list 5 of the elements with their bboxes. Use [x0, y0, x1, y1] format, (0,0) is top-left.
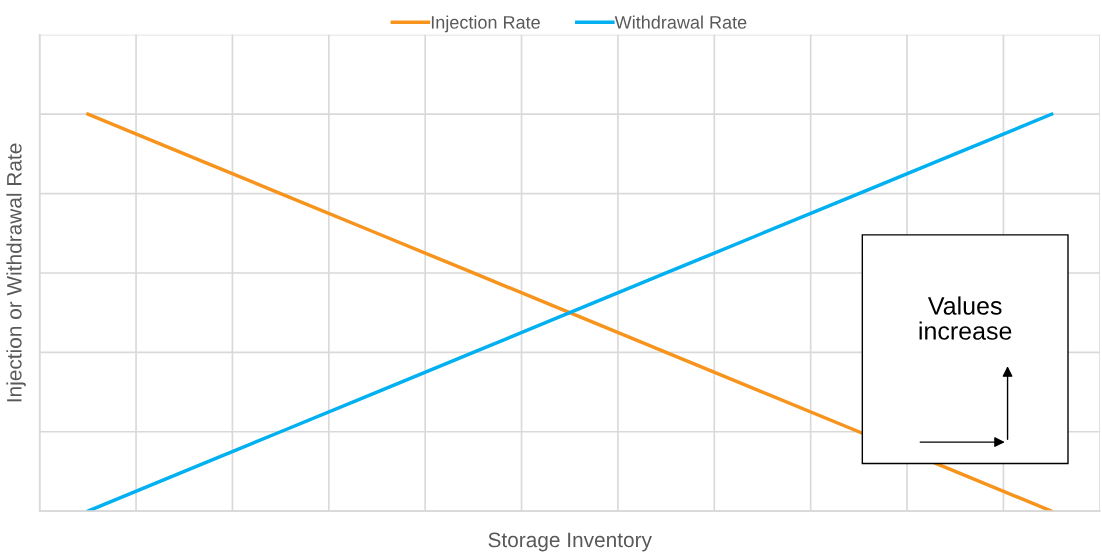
annotation: Values increase — [919, 296, 1012, 340]
y-axis-title: Injection or Withdrawal Rate — [6, 143, 26, 402]
x-axis-title: Storage Inventory — [488, 532, 652, 552]
legend-label: Withdrawal Rate — [614, 15, 747, 29]
legend-label: Injection Rate — [431, 15, 540, 33]
